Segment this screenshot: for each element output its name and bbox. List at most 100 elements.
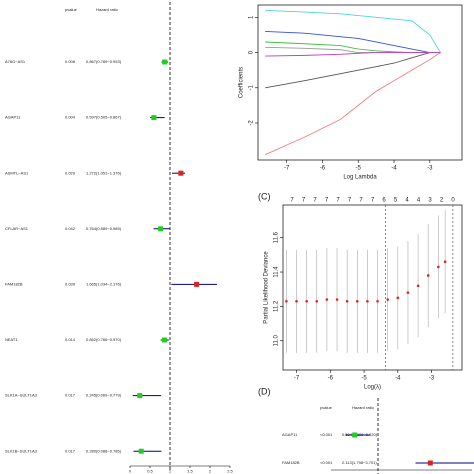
top-tick-label: 7 <box>371 198 375 204</box>
hazard-ratio-point <box>194 281 200 287</box>
hazard-ratio-point <box>138 448 144 454</box>
row-label: AGAP11 <box>5 115 21 120</box>
hazard-ratio-label: 0.862(0.766−0.970) <box>86 337 122 342</box>
hazard-ratio-label: 0.597(0.505−0.867) <box>86 115 122 120</box>
y-tick-label: -1 <box>249 84 255 90</box>
x-tick-label: 2 <box>209 469 212 474</box>
hazard-ratio-label: 2.113(1.798−3.701) <box>342 460 377 465</box>
top-tick-label: 7 <box>336 198 340 204</box>
row-label: NEAT1 <box>5 337 18 342</box>
cv-point <box>406 291 410 294</box>
p-value: <0.001 <box>320 432 333 437</box>
y-tick-label: -2 <box>249 120 255 126</box>
plot-frame <box>257 4 463 161</box>
row-label: FAM182B <box>5 281 23 286</box>
p-value: <0.001 <box>320 460 333 465</box>
y-tick-label: 11.6 <box>274 231 280 243</box>
top-tick-label: 2 <box>440 198 444 204</box>
x-tick-label: -6 <box>328 376 334 382</box>
p-value: 0.017 <box>65 448 76 453</box>
y-tick-label: 0 <box>249 50 255 54</box>
hazard-ratio-point <box>137 393 143 399</box>
hazard-ratio-point <box>352 432 358 438</box>
cv-point <box>437 265 440 269</box>
row-label: SLK1A−SULT1A3 <box>5 393 38 398</box>
plot-frame <box>282 204 463 371</box>
coefficient-path <box>265 9 441 53</box>
x-tick-label: 1 <box>169 469 172 474</box>
top-tick-label: 7 <box>325 198 329 204</box>
y-tick-label: 1 <box>249 15 255 19</box>
panel-label: (C) <box>258 191 271 201</box>
p-value: 0.004 <box>65 115 76 120</box>
row-label: FAM182B <box>282 460 300 465</box>
hazard-ratio-label: 0.245(0.069−0.779) <box>86 393 122 398</box>
hazard-ratio-point <box>178 170 184 176</box>
cv-point <box>345 299 349 303</box>
x-tick-label: -5 <box>361 376 367 382</box>
y-tick-label: 11.4 <box>274 266 280 278</box>
top-tick-label: 5 <box>394 198 398 204</box>
top-tick-label: 0 <box>451 198 455 204</box>
top-tick-label: 7 <box>313 198 317 204</box>
p-value: 0.029 <box>65 170 76 175</box>
x-tick-label: -4 <box>395 376 401 382</box>
hazard-ratio-label: 0.867(0.789−0.953) <box>86 59 122 64</box>
y-tick-label: 11.0 <box>274 335 280 347</box>
hazard-ratio-point <box>161 337 167 343</box>
x-tick-label: -7 <box>284 166 290 172</box>
hazard-ratio-point <box>151 115 157 121</box>
x-tick-label: 0 <box>129 469 132 474</box>
p-value: 0.008 <box>65 59 76 64</box>
coefficient-path <box>265 41 441 54</box>
cv-point <box>305 299 308 303</box>
p-value: 0.017 <box>65 393 76 398</box>
hazard-ratio-label: 0.764(0.589−0.989) <box>86 226 122 231</box>
cv-point <box>366 299 369 303</box>
x-tick-label: -6 <box>320 166 326 172</box>
x-tick-label: -3 <box>429 376 435 382</box>
row-label: ASMTL−AS1 <box>5 170 29 175</box>
column-header: Hazard ratio <box>96 7 119 12</box>
column-header: pvalue <box>65 7 78 12</box>
coefficient-path <box>265 52 441 57</box>
row-label: A76G−AS1 <box>5 59 26 64</box>
cv-point <box>295 299 298 303</box>
top-tick-label: 7 <box>290 198 294 204</box>
hazard-ratio-label: 1.665(1.034−2.176) <box>86 281 122 286</box>
coefficient-path <box>264 52 441 156</box>
y-axis-label: Partial Likelihood Deviance <box>264 251 270 324</box>
cv-point <box>416 284 420 288</box>
top-tick-label: 4 <box>405 198 409 204</box>
y-axis-label: Coefficients <box>239 67 245 98</box>
p-value: 0.014 <box>65 337 76 342</box>
top-tick-label: 7 <box>348 198 352 204</box>
cv-point <box>426 274 430 277</box>
cv-point <box>396 296 400 300</box>
p-value: 0.042 <box>65 226 76 231</box>
hazard-ratio-point <box>158 226 164 232</box>
panel-label: (D) <box>258 386 271 396</box>
row-label: CFLAR−AS1 <box>5 226 29 231</box>
hazard-ratio-label: 1.272(1.051−1.376) <box>86 170 122 175</box>
top-tick-label: 4 <box>417 198 421 204</box>
x-tick-label: -3 <box>427 166 433 172</box>
x-tick-label: 1.5 <box>187 469 193 474</box>
p-value: 0.039 <box>65 281 76 286</box>
hazard-ratio-point <box>162 59 168 65</box>
x-tick-label: -4 <box>391 166 397 172</box>
top-tick-label: 6 <box>382 198 386 204</box>
top-tick-label: 7 <box>359 198 363 204</box>
x-tick-label: 0.5 <box>147 469 153 474</box>
row-label: AGAP11 <box>282 432 298 437</box>
x-axis-label: Log(λ) <box>364 385 381 391</box>
column-header: Hazard ratio <box>352 405 375 410</box>
x-tick-label: 2.5 <box>227 469 233 474</box>
row-label: SLK1B−SULT1A3 <box>5 448 38 453</box>
top-tick-label: 3 <box>428 198 432 204</box>
y-tick-label: 11.2 <box>274 300 280 312</box>
cv-point <box>335 298 339 301</box>
column-header: pvalue <box>320 405 333 410</box>
cv-point <box>325 298 329 301</box>
